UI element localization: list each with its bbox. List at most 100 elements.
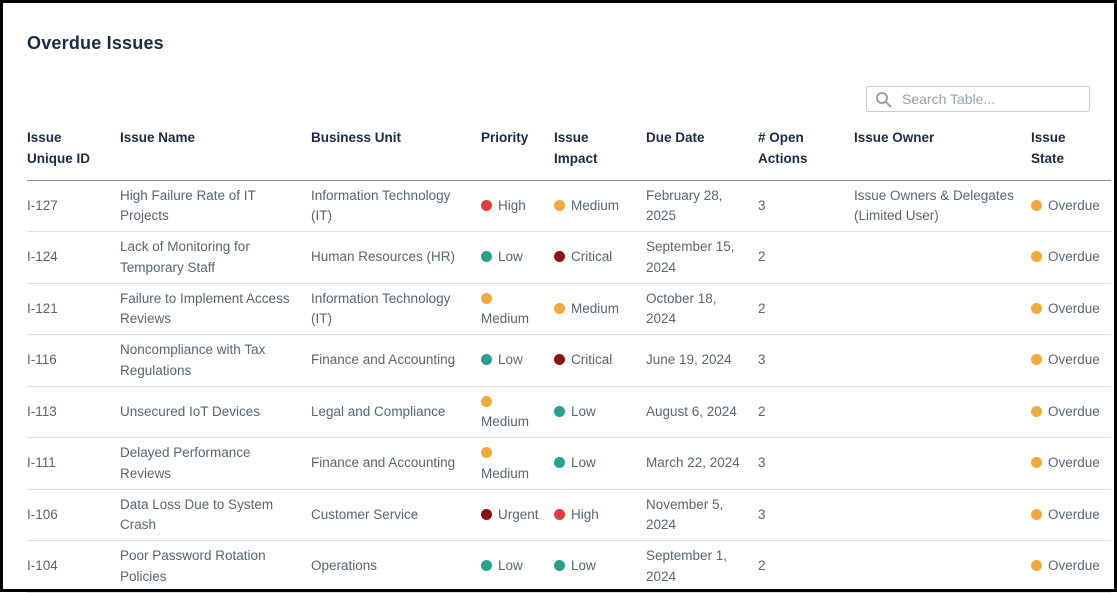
column-header-issue-impact[interactable]: Issue Impact <box>554 130 598 166</box>
column-header-issue-name[interactable]: Issue Name <box>120 130 196 145</box>
cell-open-actions: 3 <box>758 352 766 368</box>
cell-issue-name: Poor Password Rotation Policies <box>120 548 266 584</box>
cell-issue-name: Failure to Implement Access Reviews <box>120 290 290 327</box>
cell-due-date: June 19, 2024 <box>646 352 732 368</box>
cell-issue-state: Overdue <box>1031 180 1111 232</box>
impact-label: Critical <box>571 249 613 265</box>
cell-issue-unique-id: I-116 <box>27 352 57 368</box>
state-label: Overdue <box>1048 300 1100 316</box>
table-row[interactable]: I-106 Data Loss Due to System Crash Cust… <box>27 489 1111 541</box>
priority-dot <box>481 560 492 572</box>
cell-due-date: October 18, 2024 <box>646 290 717 327</box>
column-header-issue-unique-id[interactable]: Issue Unique ID <box>27 130 90 166</box>
impact-label: Low <box>571 455 596 471</box>
impact-label: Low <box>571 558 596 574</box>
column-header-priority[interactable]: Priority <box>481 130 529 145</box>
cell-issue-unique-id: I-121 <box>27 300 58 316</box>
cell-issue-state: Overdue <box>1031 232 1111 284</box>
overdue-issues-page: Overdue Issues Issue Unique ID Issue Name… <box>3 3 1114 593</box>
priority-dot <box>481 251 492 263</box>
cell-issue-owner <box>854 489 1031 541</box>
cell-priority: High <box>481 180 554 232</box>
state-dot <box>1031 251 1042 263</box>
priority-label: Medium <box>481 465 530 481</box>
cell-open-actions: 3 <box>758 455 766 471</box>
table-row[interactable]: I-104 Poor Password Rotation Policies Op… <box>27 541 1111 593</box>
search-icon <box>876 91 892 107</box>
cell-priority: Medium <box>481 283 554 335</box>
state-label: Overdue <box>1048 249 1100 265</box>
cell-priority: Low <box>481 335 554 387</box>
cell-priority: Medium <box>481 386 554 438</box>
state-label: Overdue <box>1048 506 1100 522</box>
cell-issue-name: High Failure Rate of IT Projects <box>120 187 256 224</box>
cell-open-actions: 3 <box>758 197 766 213</box>
cell-issue-name: Delayed Performance Reviews <box>120 445 251 481</box>
cell-open-actions: 2 <box>758 249 766 265</box>
cell-issue-name: Lack of Monitoring for Temporary Staff <box>120 239 250 275</box>
cell-issue-impact: Low <box>554 541 646 593</box>
impact-label: Critical <box>571 352 613 368</box>
column-header-due-date[interactable]: Due Date <box>646 130 705 145</box>
cell-issue-owner <box>854 438 1031 490</box>
cell-business-unit: Information Technology (IT) <box>311 187 451 224</box>
page-title: Overdue Issues <box>27 33 164 53</box>
cell-priority: Low <box>481 232 554 284</box>
cell-issue-state: Overdue <box>1031 386 1111 438</box>
state-dot <box>1031 560 1042 572</box>
cell-issue-impact: Medium <box>554 180 646 232</box>
cell-issue-unique-id: I-127 <box>27 197 58 213</box>
cell-business-unit: Finance and Accounting <box>311 455 456 471</box>
impact-dot <box>554 457 565 469</box>
cell-priority: Medium <box>481 438 554 490</box>
table-row[interactable]: I-127 High Failure Rate of IT Projects I… <box>27 180 1111 232</box>
table-row[interactable]: I-121 Failure to Implement Access Review… <box>27 283 1111 335</box>
table-row[interactable]: I-113 Unsecured IoT Devices Legal and Co… <box>27 386 1111 438</box>
impact-label: High <box>571 506 599 522</box>
state-dot <box>1031 199 1042 211</box>
cell-issue-impact: Critical <box>554 232 646 284</box>
priority-label: Urgent <box>498 506 539 522</box>
cell-due-date: March 22, 2024 <box>646 455 740 471</box>
priority-dot <box>481 508 492 520</box>
cell-issue-unique-id: I-113 <box>27 403 57 419</box>
search-input[interactable] <box>900 90 1081 108</box>
cell-business-unit: Human Resources (HR) <box>311 249 456 265</box>
cell-due-date: August 6, 2024 <box>646 403 737 419</box>
cell-business-unit: Customer Service <box>311 506 419 522</box>
impact-dot <box>554 251 565 263</box>
cell-issue-unique-id: I-106 <box>27 506 58 522</box>
cell-issue-state: Overdue <box>1031 283 1111 335</box>
column-header-open-actions[interactable]: # Open Actions <box>758 130 808 166</box>
cell-due-date: September 1, 2024 <box>646 548 728 584</box>
column-header-issue-owner[interactable]: Issue Owner <box>854 130 935 145</box>
table-row[interactable]: I-111 Delayed Performance Reviews Financ… <box>27 438 1111 490</box>
priority-label: Low <box>498 249 523 265</box>
state-dot <box>1031 405 1042 417</box>
cell-issue-unique-id: I-111 <box>27 455 56 471</box>
priority-label: Low <box>498 558 523 574</box>
cell-open-actions: 2 <box>758 300 766 316</box>
cell-issue-owner <box>854 335 1031 387</box>
column-header-business-unit[interactable]: Business Unit <box>311 130 402 145</box>
state-dot <box>1031 457 1042 469</box>
impact-label: Medium <box>571 197 620 213</box>
priority-dot <box>481 395 492 407</box>
priority-dot <box>481 354 492 366</box>
cell-business-unit: Finance and Accounting <box>311 352 456 368</box>
cell-due-date: November 5, 2024 <box>646 496 724 533</box>
cell-issue-unique-id: I-124 <box>27 249 58 265</box>
impact-dot <box>554 508 565 520</box>
impact-label: Medium <box>571 300 620 316</box>
search-box[interactable] <box>866 86 1090 112</box>
cell-business-unit: Legal and Compliance <box>311 403 446 419</box>
state-label: Overdue <box>1048 352 1100 368</box>
impact-dot <box>554 354 565 366</box>
cell-issue-owner <box>854 541 1031 593</box>
column-header-issue-state[interactable]: Issue State <box>1031 130 1066 166</box>
state-dot <box>1031 354 1042 366</box>
cell-priority: Urgent <box>481 489 554 541</box>
table-row[interactable]: I-124 Lack of Monitoring for Temporary S… <box>27 232 1111 284</box>
priority-label: Low <box>498 352 523 368</box>
table-row[interactable]: I-116 Noncompliance with Tax Regulations… <box>27 335 1111 387</box>
